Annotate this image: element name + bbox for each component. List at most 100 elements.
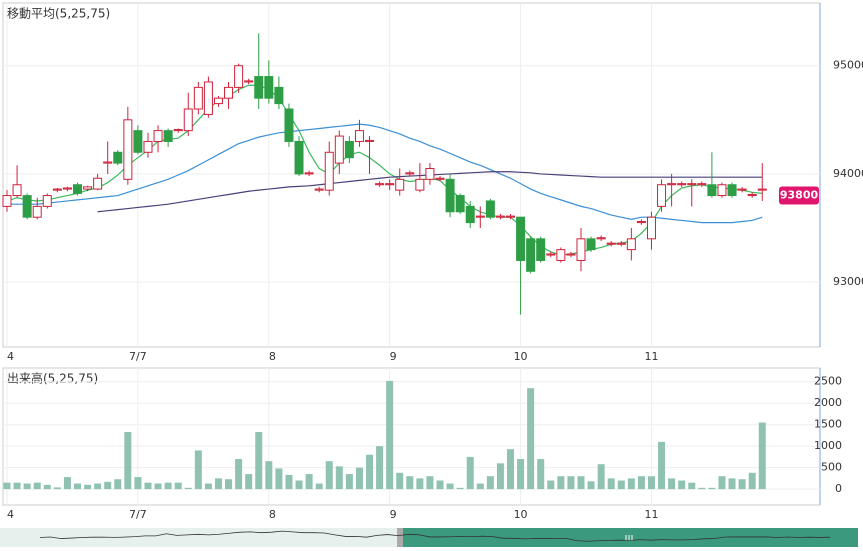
volume-bar: [476, 483, 484, 490]
volume-bar: [305, 474, 313, 490]
navigator-line: [39, 530, 831, 542]
last-price-label: 93800: [780, 189, 819, 202]
y-tick-label: 500: [821, 461, 842, 474]
volume-bar: [43, 484, 51, 490]
volume-bar: [668, 478, 676, 490]
navigator-handle[interactable]: [397, 528, 403, 547]
y-tick-label: 2500: [814, 375, 842, 388]
candle-body: [244, 80, 254, 83]
volume-bar: [174, 482, 182, 490]
x-tick-label: 8: [269, 508, 276, 521]
candle-body: [224, 86, 234, 99]
candle-body: [395, 178, 405, 191]
candle-body: [546, 253, 556, 256]
candle-body: [213, 97, 223, 105]
volume-bar: [416, 478, 424, 490]
volume-bar: [496, 463, 504, 490]
volume-bar: [104, 481, 112, 490]
volume-bar: [426, 476, 434, 490]
candle-body: [234, 65, 244, 88]
volume-bar: [214, 478, 222, 490]
x-tick-label: 11: [644, 350, 658, 363]
volume-bar: [124, 431, 132, 490]
volume-bar: [355, 467, 363, 490]
candle-body: [365, 139, 375, 142]
volume-bar: [507, 449, 514, 490]
volume-bar: [436, 480, 444, 490]
candle-body: [626, 238, 636, 251]
candle-body: [62, 187, 72, 190]
candle-body: [22, 195, 32, 218]
volume-bar: [748, 472, 756, 490]
volume-bar: [647, 476, 655, 490]
volume-bar: [658, 441, 666, 490]
candle-body: [324, 151, 334, 191]
volume-bar: [63, 477, 71, 490]
candle-body: [284, 108, 294, 142]
candle-body: [113, 151, 123, 164]
candle-body: [687, 183, 697, 186]
volume-bar: [335, 466, 343, 490]
volume-bar: [366, 454, 374, 490]
x-tick-label: 7/7: [129, 508, 147, 521]
volume-bar: [537, 459, 545, 490]
volume-title: 出来高(5,25,75): [7, 371, 98, 386]
candle-body: [52, 188, 62, 191]
volume-bar: [728, 478, 736, 490]
volume-bar: [84, 484, 92, 490]
x-tick-label: 10: [514, 508, 528, 521]
candle-body: [576, 238, 586, 261]
x-tick-label: 7/7: [129, 350, 147, 363]
x-tick-label: 10: [514, 350, 528, 363]
candle-body: [354, 130, 364, 142]
volume-bar: [33, 482, 41, 490]
candle-body: [12, 184, 22, 197]
volume-bar: [738, 479, 746, 490]
y-tick-label: 0: [835, 482, 842, 495]
volume-bar: [325, 461, 333, 490]
candle-body: [425, 168, 435, 180]
y-tick-label: 2000: [814, 396, 842, 409]
candle-body: [133, 130, 143, 153]
candle-body: [606, 242, 616, 245]
candle-body: [526, 238, 536, 272]
last-price-badge: [779, 186, 819, 205]
volume-bar: [3, 482, 11, 490]
candle-body: [42, 195, 52, 207]
candle-body: [123, 119, 133, 180]
candle-body: [32, 205, 42, 218]
volume-bar: [758, 422, 766, 490]
candle-body: [435, 177, 445, 180]
candle-body: [636, 221, 646, 224]
candle-body: [616, 242, 626, 245]
volume-bar: [688, 482, 696, 490]
candle-body: [294, 140, 304, 175]
volume-bar: [547, 480, 555, 490]
candle-body: [697, 183, 707, 186]
volume-bar: [386, 380, 394, 490]
candle-body: [455, 195, 465, 213]
candle-body: [405, 172, 415, 175]
candle-body: [153, 130, 163, 142]
volume-bar: [94, 483, 102, 490]
candle-body: [143, 140, 153, 153]
candle-body: [274, 86, 284, 105]
volume-bar: [275, 468, 283, 490]
x-tick-label: 9: [390, 350, 397, 363]
candle-body: [314, 188, 324, 191]
x-tick-label: 4: [7, 350, 14, 363]
candle-body: [93, 177, 103, 190]
candle-body: [677, 183, 687, 186]
candle-body: [103, 161, 113, 164]
candle-body: [334, 135, 344, 164]
candle-body: [737, 188, 747, 191]
candle-body: [717, 184, 727, 197]
volume-bar: [13, 482, 21, 490]
volume-bar: [144, 482, 152, 490]
candle-body: [516, 216, 526, 261]
candle-body: [506, 215, 515, 218]
candle-body: [385, 183, 395, 186]
volume-bar: [567, 476, 575, 490]
volume-bar: [154, 483, 162, 490]
